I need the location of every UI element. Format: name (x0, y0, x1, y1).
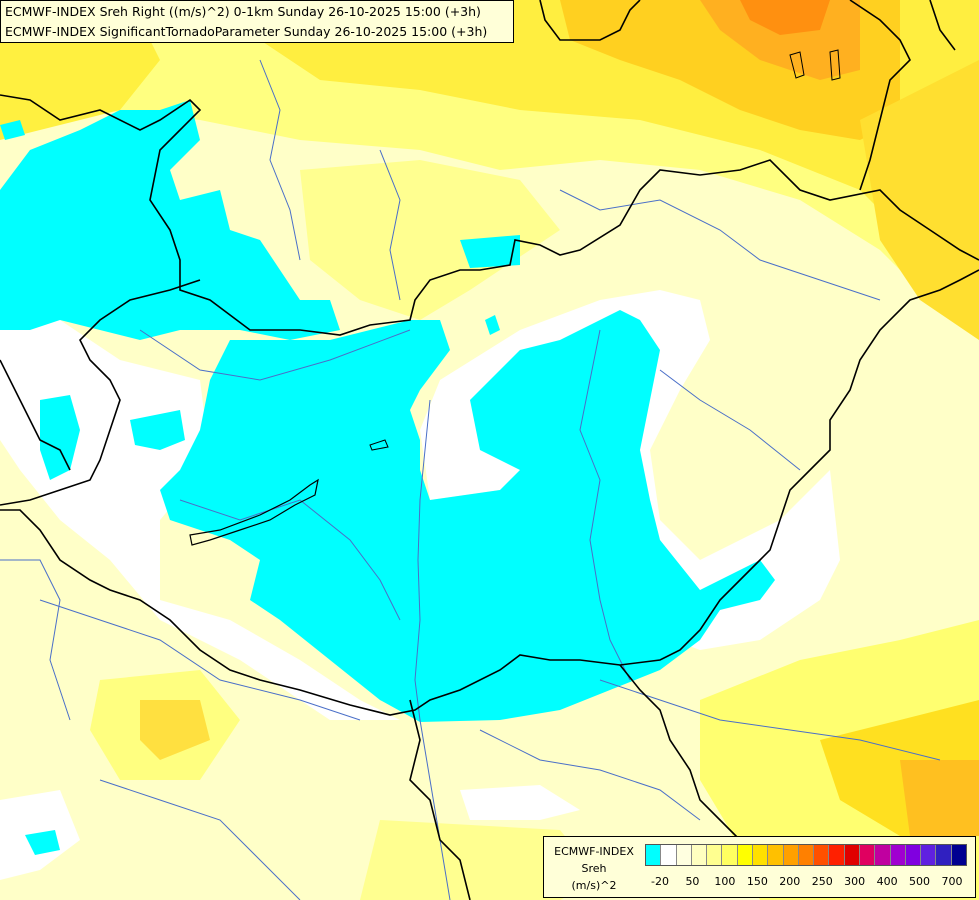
yellow-field-south (360, 820, 600, 900)
map-title-box: ECMWF-INDEX Sreh Right ((m/s)^2) 0-1km S… (0, 0, 514, 43)
legend-swatch (936, 845, 952, 865)
orange-core-north (740, 0, 830, 35)
gold-blob-southwest (140, 700, 210, 760)
legend-swatch (921, 845, 937, 865)
legend-swatch (707, 845, 723, 865)
legend-tick-label: 150 (746, 875, 768, 888)
title-line-1: ECMWF-INDEX Sreh Right ((m/s)^2) 0-1km S… (5, 4, 481, 19)
legend-swatch (676, 845, 692, 865)
legend-variable: Sreh (581, 862, 607, 875)
legend-swatch (768, 845, 784, 865)
legend-swatch (737, 845, 753, 865)
cyan-zone-west-blob (130, 410, 185, 450)
legend-tick-label: 700 (941, 875, 963, 888)
lake-balaton (189, 478, 319, 546)
cyan-zone-southwest (25, 830, 60, 855)
legend-swatch (661, 845, 677, 865)
legend-swatch (752, 845, 769, 865)
white-zone-south (460, 785, 580, 820)
legend-swatch (798, 845, 815, 865)
legend-swatch (890, 845, 906, 865)
legend-tick-label: 50 (685, 875, 700, 888)
legend-swatch (905, 845, 922, 865)
legend-swatch (783, 845, 799, 865)
cyan-zone-north-blob (460, 235, 520, 268)
rivers (0, 59, 941, 900)
legend-unit: (m/s)^2 (571, 879, 617, 892)
legend-swatch (646, 845, 662, 865)
legend-swatch (875, 845, 891, 865)
cyan-zone-far-left (0, 120, 25, 140)
legend-color-scale (645, 844, 967, 866)
orange-field-southeast (900, 760, 979, 836)
legend-swatch (859, 845, 876, 865)
cyan-zone-main (160, 310, 775, 722)
title-line-2: ECMWF-INDEX SignificantTornadoParameter … (5, 24, 488, 39)
cyan-zone-northwest (0, 100, 340, 340)
legend-ticks: -20 50 100 150 200 250 300 400 500 700 (645, 875, 967, 891)
legend-swatch (814, 845, 830, 865)
legend-swatch (951, 845, 966, 865)
legend-tick-label: 200 (779, 875, 801, 888)
legend-tick-label: 250 (811, 875, 833, 888)
cyan-zone-west-strip (40, 395, 80, 480)
white-zone-west (0, 320, 400, 720)
legend-swatch (844, 845, 860, 865)
gold-field-east (860, 60, 979, 340)
legend-tick-label: 500 (909, 875, 931, 888)
legend-swatch (691, 845, 708, 865)
legend-swatch (829, 845, 845, 865)
legend-source: ECMWF-INDEX (554, 845, 634, 858)
legend-tick-label: 400 (876, 875, 898, 888)
cyan-zone-small (485, 315, 500, 335)
legend-swatch (722, 845, 738, 865)
legend: ECMWF-INDEX Sreh (m/s)^2 -20 50 100 150 200 2… (543, 836, 976, 898)
legend-tick-label: -20 (651, 875, 669, 888)
legend-tick-label: 100 (714, 875, 736, 888)
lake-small-1 (369, 439, 389, 451)
lake-small-2 (789, 51, 805, 79)
lake-small-3 (829, 49, 841, 81)
yellow-field-center-north (300, 160, 560, 320)
legend-tick-label: 300 (844, 875, 866, 888)
